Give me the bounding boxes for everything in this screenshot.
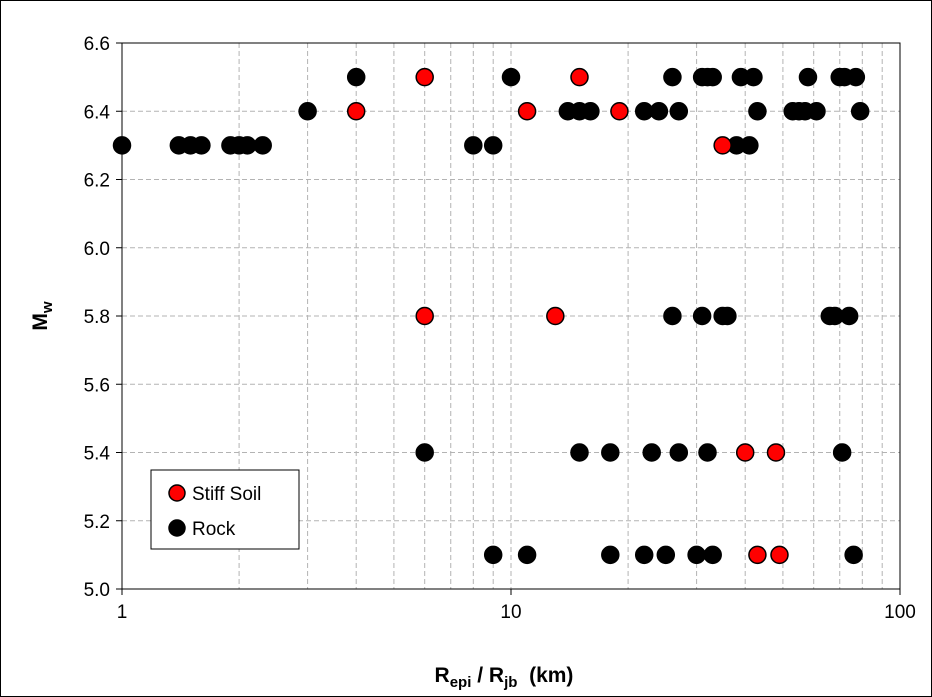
y-tick-label: 6.2 [84, 171, 110, 192]
y-tick-label: 5.0 [84, 580, 110, 601]
point-rock [846, 67, 866, 87]
y-tick-label: 6.4 [84, 102, 111, 123]
point-stiff-soil [546, 306, 565, 326]
legend-label-stiff-soil: Stiff Soil [192, 484, 261, 505]
point-rock [669, 102, 689, 121]
y-tick-label: 6.0 [84, 239, 110, 260]
y-tick-label: 5.8 [84, 307, 110, 328]
grid-lines [122, 43, 900, 589]
point-rock [744, 67, 763, 87]
point-rock [464, 136, 483, 155]
point-stiff-soil [517, 102, 537, 121]
point-rock [703, 67, 722, 87]
point-stiff-soil [713, 136, 732, 155]
point-rock [798, 67, 818, 87]
point-rock [253, 136, 272, 155]
point-rock [642, 443, 661, 462]
y-tick-label: 5.2 [84, 512, 110, 533]
point-rock [692, 306, 712, 326]
point-stiff-soil [346, 102, 366, 121]
point-rock [832, 443, 852, 462]
point-stiff-soil [415, 67, 434, 87]
data-points [112, 67, 870, 565]
point-rock [807, 102, 826, 121]
point-rock [698, 443, 717, 462]
point-rock [850, 102, 870, 121]
point-rock [634, 545, 654, 565]
point-rock [483, 545, 503, 565]
point-rock [718, 306, 737, 326]
legend: Stiff Soil Rock [150, 469, 300, 550]
x-axis-title: Repi / Rjb (km) [435, 664, 574, 691]
x-axis-ticks: 1 10 100 [117, 589, 916, 623]
point-stiff-soil [766, 443, 786, 462]
point-rock [238, 136, 257, 155]
point-rock [415, 443, 434, 462]
point-stiff-soil [570, 67, 589, 87]
point-stiff-soil [748, 545, 767, 565]
point-rock [703, 545, 722, 565]
legend-marker-rock [168, 519, 186, 537]
point-rock [346, 67, 366, 87]
point-rock [663, 306, 682, 326]
point-rock [740, 136, 759, 155]
point-stiff-soil [610, 102, 629, 121]
point-rock [601, 545, 620, 565]
point-rock [669, 443, 689, 462]
point-rock [570, 443, 589, 462]
point-rock [517, 545, 537, 565]
y-axis-ticks: 5.0 5.2 5.4 5.6 5.8 6.0 6.2 6.4 6.6 [84, 34, 122, 601]
point-rock [663, 67, 682, 87]
point-rock [844, 545, 863, 565]
point-rock [687, 545, 706, 565]
y-tick-label: 5.6 [84, 375, 110, 396]
legend-label-rock: Rock [192, 519, 236, 540]
y-tick-label: 5.4 [84, 444, 111, 465]
x-tick-label: 10 [500, 602, 521, 623]
legend-marker-stiff-soil [168, 484, 186, 502]
point-rock [192, 136, 211, 155]
point-rock [112, 136, 132, 155]
point-rock [601, 443, 620, 462]
x-tick-label: 1 [117, 602, 128, 623]
point-rock [649, 102, 669, 121]
y-tick-label: 6.6 [84, 34, 110, 55]
point-stiff-soil [415, 306, 434, 326]
y-axis-title: Mw [29, 301, 56, 331]
point-rock [839, 306, 859, 326]
x-tick-label: 100 [884, 602, 916, 623]
point-rock [581, 102, 600, 121]
point-stiff-soil [770, 545, 789, 565]
point-stiff-soil [735, 443, 755, 462]
point-rock [483, 136, 503, 155]
point-rock [748, 102, 767, 121]
point-rock [298, 102, 317, 121]
point-rock [656, 545, 676, 565]
point-rock [501, 67, 521, 87]
